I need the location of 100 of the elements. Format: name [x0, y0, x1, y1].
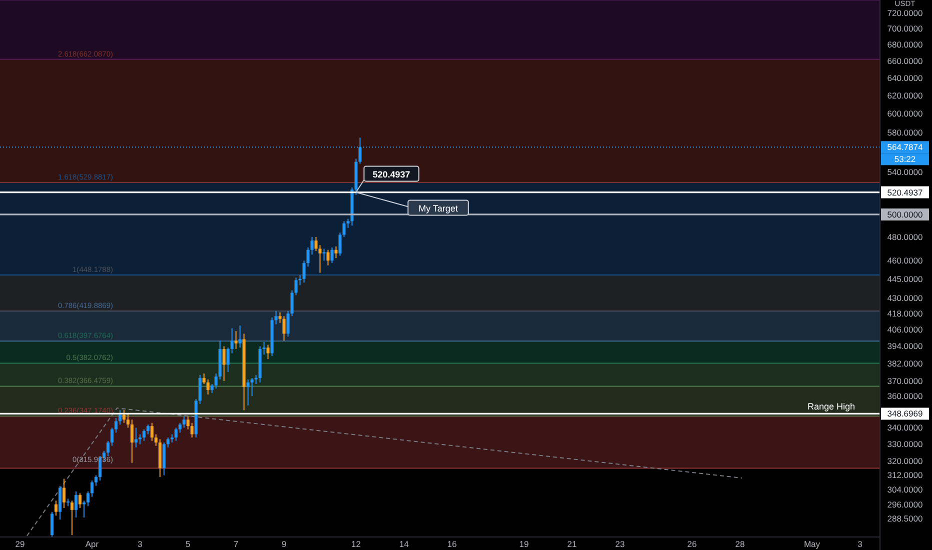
x-tick-label: Apr: [85, 539, 99, 549]
candlestick: [134, 427, 138, 448]
x-tick-label: 3: [858, 539, 863, 549]
candlestick: [122, 410, 126, 424]
candlestick: [86, 490, 90, 507]
candlestick: [234, 330, 238, 350]
candlestick: [334, 246, 338, 259]
candlestick: [262, 342, 266, 356]
candlestick: [74, 490, 78, 518]
candlestick: [62, 478, 66, 509]
candlestick: [266, 344, 270, 360]
y-tick-label: 430.0000: [887, 292, 923, 303]
x-tick-label: 12: [351, 539, 361, 549]
y-tick-label: 360.0000: [887, 391, 923, 402]
y-tick-label: 580.0000: [887, 127, 923, 138]
y-tick-label: 445.0000: [887, 274, 923, 284]
candlestick: [178, 422, 182, 434]
candlestick: [54, 500, 58, 516]
ref-line-label: 564.7874: [887, 142, 923, 152]
x-tick-label: 28: [735, 539, 745, 549]
candlestick: [142, 428, 146, 442]
y-tick-label: 394.0000: [887, 341, 923, 352]
candlestick: [70, 500, 74, 536]
candlestick: [286, 310, 290, 337]
y-tick-label: 304.0000: [887, 484, 923, 495]
candlestick: [166, 437, 170, 448]
x-tick-label: 16: [447, 539, 457, 549]
candlestick: [190, 422, 194, 438]
candlestick: [326, 249, 330, 266]
candlestick: [210, 383, 214, 394]
candlestick: [278, 312, 282, 324]
candlestick: [274, 310, 278, 325]
y-tick-label: 296.0000: [887, 499, 923, 510]
candlestick: [118, 410, 122, 425]
ref-line-label: 500.0000: [887, 209, 923, 220]
candlestick: [310, 236, 314, 256]
candlestick: [246, 378, 250, 406]
y-tick-label: 382.0000: [887, 358, 923, 368]
annotation: Range High: [807, 402, 855, 412]
y-tick-label: 680.0000: [887, 40, 923, 50]
x-tick-label: 3: [138, 539, 143, 549]
candlestick: [130, 419, 134, 464]
candlestick: [294, 277, 298, 296]
candlestick: [154, 434, 158, 446]
y-tick-label: 720.0000: [887, 8, 923, 18]
x-tick-label: 7: [234, 539, 239, 549]
candlestick: [78, 492, 82, 509]
candlestick: [230, 328, 234, 354]
y-tick-label: 460.0000: [887, 256, 923, 266]
candlestick: [106, 440, 110, 457]
candlestick: [174, 427, 178, 442]
y-tick-label: 312.0000: [887, 470, 923, 480]
candlestick: [338, 232, 342, 256]
y-tick-label: 288.5000: [887, 513, 923, 524]
annotation: My Target: [418, 203, 458, 214]
y-tick-label: 340.0000: [887, 422, 923, 433]
candlestick: [94, 474, 98, 486]
candlestick: [206, 378, 210, 396]
candlestick: [82, 500, 86, 518]
y-tick-label: 480.0000: [887, 232, 923, 242]
candlestick: [222, 346, 226, 382]
candlestick: [290, 290, 294, 317]
x-tick-label: May: [804, 539, 821, 549]
x-tick-label: 29: [15, 539, 25, 549]
candlestick: [182, 416, 186, 428]
candlestick: [238, 325, 242, 348]
y-tick-label: 620.0000: [887, 90, 923, 101]
y-tick-label: 540.0000: [887, 166, 923, 177]
ref-line-label: 348.6969: [887, 408, 923, 419]
x-tick-label: 21: [567, 539, 577, 549]
candlestick: [126, 412, 130, 428]
candlestick: [186, 416, 190, 430]
candlestick: [146, 424, 150, 435]
candlestick: [330, 247, 334, 264]
y-tick-label: 640.0000: [887, 73, 923, 84]
text: 53:22: [894, 154, 916, 164]
candlestick: [302, 260, 306, 284]
candlestick: [198, 374, 202, 404]
ref-line-label: 520.4937: [887, 187, 923, 198]
x-tick-label: 19: [519, 539, 529, 549]
annotation: 520.4937: [372, 169, 410, 180]
y-tick-label: 320.0000: [887, 456, 923, 466]
y-tick-label: 370.0000: [887, 376, 923, 386]
x-tick-label: 23: [615, 539, 625, 549]
candlestick: [226, 347, 230, 373]
candlestick: [114, 418, 118, 434]
x-tick-label: 9: [282, 539, 287, 549]
candlestick: [50, 511, 54, 537]
candlestick: [150, 422, 154, 442]
y-tick-label: 700.0000: [887, 23, 923, 34]
x-tick-label: 26: [687, 539, 697, 549]
candlestick: [250, 377, 254, 397]
candlestick: [202, 373, 206, 384]
candlestick: [282, 316, 286, 342]
y-tick-label: 418.0000: [887, 308, 923, 319]
candlestick: [318, 244, 322, 274]
candlestick: [314, 236, 318, 252]
y-tick-label: 406.0000: [887, 324, 923, 335]
y-tick-label: 600.0000: [887, 108, 923, 119]
candlestick: [342, 220, 346, 238]
